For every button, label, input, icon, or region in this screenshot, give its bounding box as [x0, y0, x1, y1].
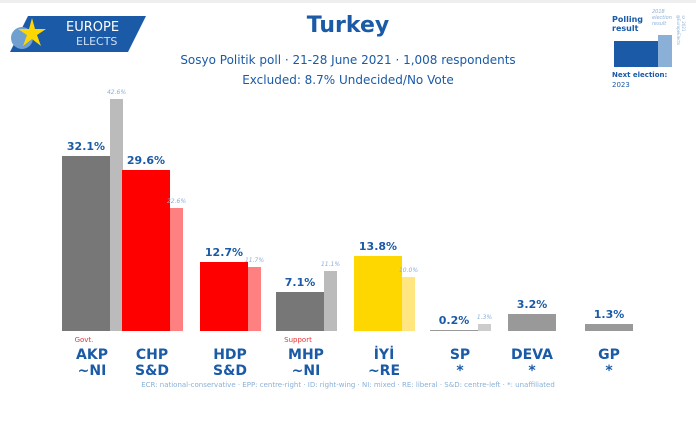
party-group: *: [456, 363, 464, 379]
value-label: 32.1%: [66, 140, 106, 154]
bar-1: [122, 169, 170, 331]
prev-bar-1: [170, 207, 183, 331]
party-group: ~NI: [77, 363, 107, 379]
value-label: 12.7%: [204, 245, 244, 259]
party-tag: Support: [284, 336, 312, 344]
party-group: ~NI: [291, 363, 321, 379]
prev-bar-2: [248, 267, 261, 331]
value-label: 1.3%: [593, 307, 625, 321]
party-name: İYİ: [373, 347, 395, 363]
svg-text:ELECTS: ELECTS: [76, 35, 117, 48]
prev-value-label: 42.6%: [106, 88, 127, 96]
party-name: GP: [598, 347, 620, 363]
prev-bar-0: [110, 98, 123, 331]
prev-bar-5: [478, 323, 491, 331]
party-name: MHP: [288, 347, 324, 363]
bar-5: [430, 329, 478, 331]
legend-previous: 2018 election result: [652, 9, 672, 27]
party-name: CHP: [135, 347, 169, 363]
prev-value-label: 22.6%: [166, 197, 187, 205]
party-name: SP: [449, 347, 471, 363]
party-group: *: [528, 363, 536, 379]
legend-polling: Polling result: [612, 15, 644, 33]
chart-subtitle: Sosyo Politik poll · 21-28 June 2021 · 1…: [180, 53, 516, 67]
party-name: AKP: [76, 347, 108, 363]
value-label: 29.6%: [126, 153, 166, 167]
bar-6: [508, 313, 556, 331]
legend-polling-swatch: [614, 41, 658, 67]
legend-previous-swatch: [658, 35, 672, 67]
party-name: DEVA: [511, 347, 553, 363]
bar-0: [62, 156, 110, 331]
bar-3: [276, 292, 324, 331]
prev-value-label: 11.1%: [320, 260, 341, 268]
prev-value-label: 1.3%: [476, 313, 493, 321]
bar-4: [354, 255, 402, 331]
copyright: © 2021 @EuropeElects: [676, 15, 686, 46]
value-label: 13.8%: [358, 239, 398, 253]
next-election-year: 2023: [612, 81, 630, 89]
value-label: 3.2%: [516, 297, 548, 311]
bar-2: [200, 261, 248, 331]
party-group: S&D: [213, 363, 247, 379]
party-tag: Govt.: [74, 336, 94, 344]
svg-text:EUROPE: EUROPE: [66, 20, 119, 35]
party-group: S&D: [135, 363, 169, 379]
party-name: HDP: [213, 347, 247, 363]
value-label: 7.1%: [284, 276, 316, 290]
europe-elects-logo: EUROPE ELECTS: [10, 16, 146, 52]
party-group: ~RE: [367, 363, 401, 379]
prev-bar-4: [402, 276, 415, 331]
bar-7: [585, 323, 633, 331]
value-label: 0.2%: [438, 313, 470, 327]
group-footnote: ECR: national-conservative · EPP: centre…: [141, 381, 555, 389]
prev-bar-3: [324, 270, 337, 331]
next-election-label: Next election:: [612, 71, 668, 79]
prev-value-label: 11.7%: [244, 257, 265, 265]
prev-value-label: 10.0%: [398, 266, 419, 274]
party-group: *: [605, 363, 613, 379]
chart-title: Turkey: [306, 13, 390, 38]
excluded-note: Excluded: 8.7% Undecided/No Vote: [242, 73, 454, 87]
